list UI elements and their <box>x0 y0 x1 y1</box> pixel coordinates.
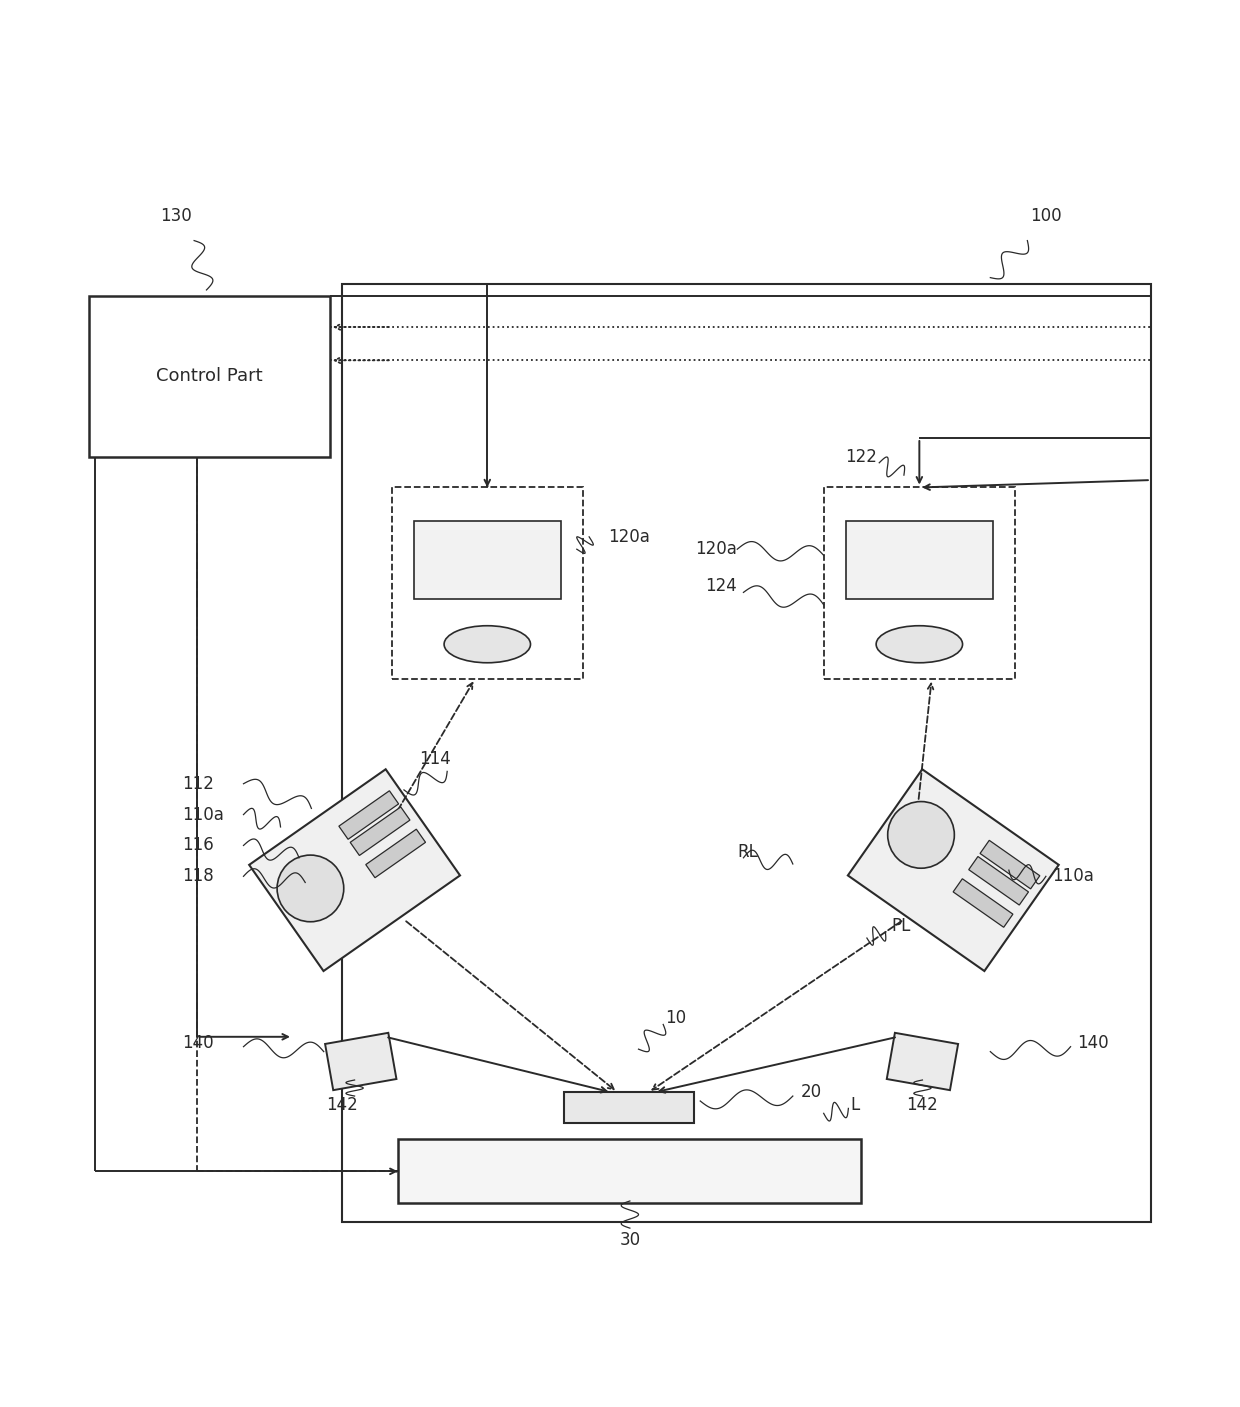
Bar <box>89 295 330 457</box>
Text: 114: 114 <box>419 750 450 768</box>
Bar <box>823 487 1016 678</box>
Text: 120a: 120a <box>608 528 650 546</box>
Bar <box>392 487 583 678</box>
Circle shape <box>888 802 955 868</box>
Text: 112: 112 <box>182 775 213 792</box>
Polygon shape <box>848 770 1059 971</box>
Text: 10: 10 <box>665 1009 686 1027</box>
Polygon shape <box>350 808 410 855</box>
Bar <box>564 1092 694 1123</box>
Bar <box>414 521 560 598</box>
Text: 142: 142 <box>906 1096 939 1114</box>
Text: L: L <box>849 1096 859 1114</box>
Text: 118: 118 <box>182 867 213 885</box>
Text: 120a: 120a <box>696 540 738 559</box>
Text: 100: 100 <box>1030 207 1061 225</box>
Bar <box>342 284 1151 1221</box>
Polygon shape <box>325 1033 397 1090</box>
Text: PL: PL <box>892 917 911 934</box>
Polygon shape <box>249 770 460 971</box>
Text: 116: 116 <box>182 836 213 854</box>
Polygon shape <box>339 791 398 840</box>
Text: 30: 30 <box>619 1231 640 1249</box>
Text: 124: 124 <box>706 577 738 595</box>
Text: 142: 142 <box>326 1096 358 1114</box>
Text: 140: 140 <box>1076 1034 1109 1052</box>
Polygon shape <box>980 840 1040 889</box>
Polygon shape <box>366 829 425 878</box>
Text: 110a: 110a <box>182 806 223 823</box>
Text: 140: 140 <box>182 1034 213 1052</box>
Ellipse shape <box>444 626 531 663</box>
Polygon shape <box>954 879 1013 927</box>
Text: 20: 20 <box>801 1083 822 1102</box>
Text: Control Part: Control Part <box>156 367 263 386</box>
Polygon shape <box>887 1033 959 1090</box>
Text: 122: 122 <box>844 447 877 466</box>
Text: RL: RL <box>738 843 758 861</box>
Ellipse shape <box>877 626 962 663</box>
Bar <box>846 521 993 598</box>
Text: 130: 130 <box>160 207 191 225</box>
Circle shape <box>277 855 343 922</box>
Bar <box>398 1140 861 1203</box>
Text: 110a: 110a <box>1052 867 1094 885</box>
Polygon shape <box>968 857 1028 905</box>
